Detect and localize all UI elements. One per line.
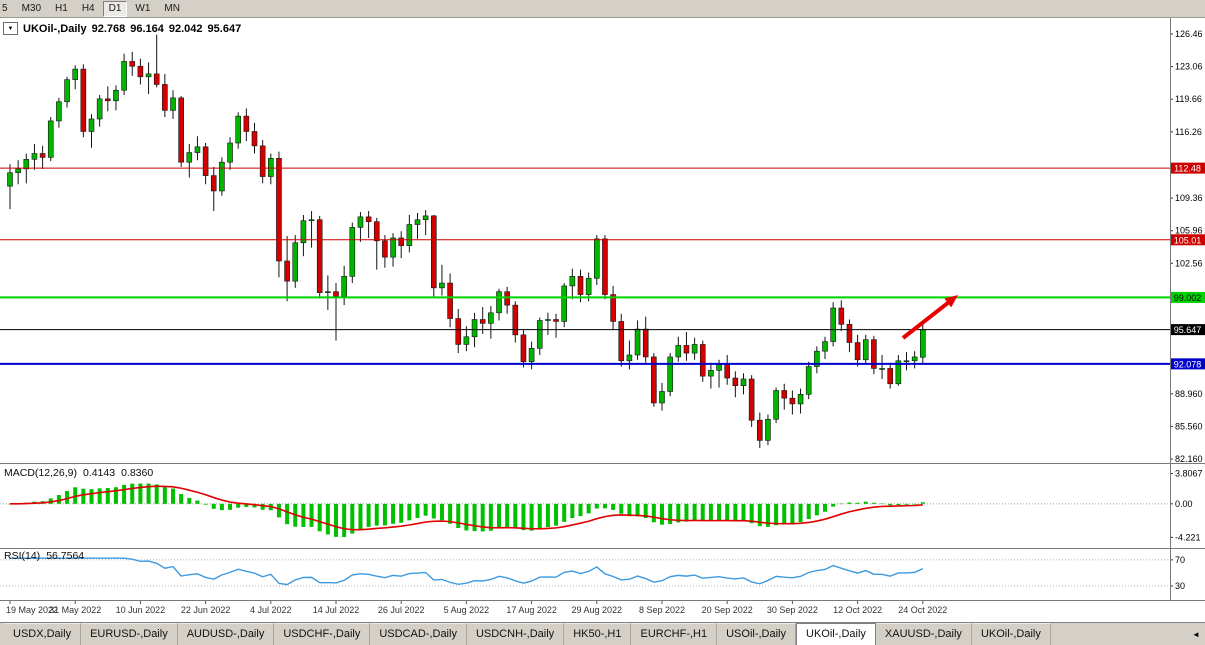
chart-header: ▼ UKOil-,Daily 92.768 96.164 92.042 95.6… (3, 22, 241, 35)
tab-scroll-left-button[interactable]: ◄ (1188, 627, 1204, 642)
quote-low: 92.042 (168, 22, 203, 35)
period-toolbar: 5 M30 H1 H4 D1 W1 MN (0, 0, 1205, 18)
tab-eurusd-daily[interactable]: EURUSD-,Daily (81, 623, 178, 645)
svg-text:31 May 2022: 31 May 2022 (49, 605, 101, 615)
tab-usdx-daily[interactable]: USDX,Daily (4, 623, 82, 645)
period-button-d1[interactable]: D1 (102, 0, 128, 17)
svg-text:14 Jul 2022: 14 Jul 2022 (313, 605, 360, 615)
period-button-mn[interactable]: MN (164, 2, 180, 14)
svg-text:105.96: 105.96 (1175, 226, 1203, 236)
svg-text:82.160: 82.160 (1175, 454, 1203, 464)
tab-ukoil-daily[interactable]: UKOil-,Daily (796, 623, 876, 645)
quote-high: 96.164 (130, 22, 164, 35)
svg-text:119.66: 119.66 (1175, 94, 1202, 104)
svg-text:26 Jul 2022: 26 Jul 2022 (378, 605, 425, 615)
tab-usdchf-daily[interactable]: USDCHF-,Daily (274, 623, 371, 645)
tab-ukoil-daily[interactable]: UKOil-,Daily (971, 623, 1051, 645)
svg-text:102.56: 102.56 (1175, 258, 1203, 268)
svg-text:126.46: 126.46 (1175, 29, 1203, 39)
symbol-dropdown-button[interactable]: ▼ (3, 22, 18, 35)
svg-text:10 Jun 2022: 10 Jun 2022 (116, 605, 166, 615)
svg-text:30 Sep 2022: 30 Sep 2022 (767, 605, 818, 615)
quote-close: 95.647 (207, 22, 242, 35)
svg-text:12 Oct 2022: 12 Oct 2022 (833, 605, 882, 615)
chart-area: 112.48 105.01 99.002 95.647 92.078 126.46 123.… (0, 18, 1205, 622)
svg-text:3.8067: 3.8067 (1175, 469, 1203, 479)
svg-text:70: 70 (1175, 555, 1185, 565)
macd-header: MACD(12,26,9) 0.4143 0.8360 (4, 467, 153, 479)
svg-text:8 Sep 2022: 8 Sep 2022 (639, 605, 685, 615)
svg-text:22 Jun 2022: 22 Jun 2022 (181, 605, 231, 615)
tab-hk50-h1[interactable]: HK50-,H1 (564, 623, 632, 645)
tab-usdcad-daily[interactable]: USDCAD-,Daily (370, 623, 467, 645)
tab-xauusd-daily[interactable]: XAUUSD-,Daily (875, 623, 972, 645)
svg-text:85.560: 85.560 (1175, 421, 1203, 431)
period-button-h4[interactable]: H4 (81, 2, 95, 14)
svg-text:95.647: 95.647 (1174, 325, 1202, 335)
svg-text:4 Jul 2022: 4 Jul 2022 (250, 605, 292, 615)
svg-text:116.26: 116.26 (1175, 127, 1202, 137)
rsi-label: RSI(14) (4, 550, 41, 562)
svg-text:24 Oct 2022: 24 Oct 2022 (898, 605, 947, 615)
svg-text:0.00: 0.00 (1175, 499, 1193, 509)
svg-text:5 Aug 2022: 5 Aug 2022 (444, 605, 490, 615)
svg-text:123.06: 123.06 (1175, 62, 1203, 72)
tab-usdcnh-daily[interactable]: USDCNH-,Daily (466, 623, 565, 645)
period-button-h1[interactable]: H1 (55, 2, 68, 14)
svg-text:-4.221: -4.221 (1175, 532, 1201, 542)
svg-text:88.960: 88.960 (1175, 389, 1203, 399)
rsi-value: 56.7564 (46, 550, 85, 562)
svg-text:19 May 2022: 19 May 2022 (6, 605, 58, 615)
tab-usoil-daily[interactable]: USOil-,Daily (717, 623, 797, 645)
svg-text:112.48: 112.48 (1174, 164, 1201, 174)
svg-text:99.002: 99.002 (1174, 293, 1202, 303)
period-button-w1[interactable]: W1 (135, 2, 151, 14)
tab-audusd-daily[interactable]: AUDUSD-,Daily (177, 623, 275, 645)
period-button-5[interactable]: 5 (2, 2, 8, 14)
svg-text:30: 30 (1175, 581, 1185, 591)
chart-tab-bar: USDX,Daily EURUSD-,Daily AUDUSD-,Daily USDC… (0, 622, 1205, 645)
rsi-header: RSI(14) 56.7564 (4, 550, 84, 562)
chart-canvas[interactable]: 112.48 105.01 99.002 95.647 92.078 126.46 123.… (0, 18, 1205, 622)
quote-open: 92.768 (91, 22, 126, 35)
macd-label: MACD(12,26,9) (4, 467, 77, 479)
svg-text:20 Sep 2022: 20 Sep 2022 (702, 605, 753, 615)
svg-text:29 Aug 2022: 29 Aug 2022 (572, 605, 623, 615)
svg-text:109.36: 109.36 (1175, 193, 1203, 203)
macd-signal-value: 0.8360 (121, 467, 154, 479)
tab-eurchf-h1[interactable]: EURCHF-,H1 (631, 623, 718, 645)
period-buttons: 5 M30 H1 H4 D1 W1 MN (0, 0, 187, 17)
svg-text:17 Aug 2022: 17 Aug 2022 (506, 605, 557, 615)
chart-title-symbol: UKOil-,Daily (23, 22, 87, 35)
period-button-m30[interactable]: M30 (21, 2, 42, 14)
svg-text:105.01: 105.01 (1174, 235, 1202, 245)
chevron-down-icon: ▼ (7, 25, 14, 32)
svg-text:92.078: 92.078 (1174, 359, 1202, 369)
chart-tabs: USDX,Daily EURUSD-,Daily AUDUSD-,Daily USDC… (0, 623, 1205, 645)
macd-main-value: 0.4143 (82, 467, 116, 479)
